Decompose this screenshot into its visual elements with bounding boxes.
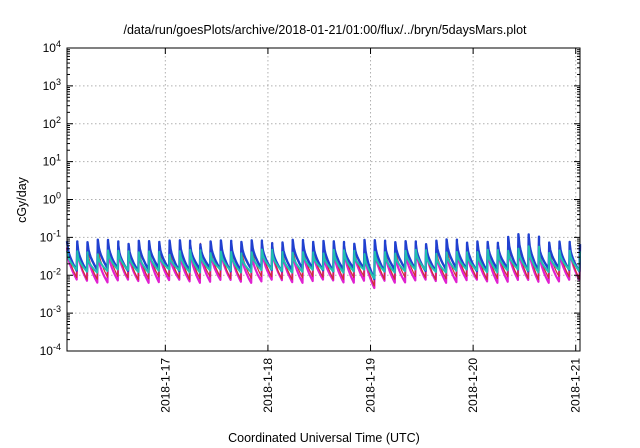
y-axis-label: cGy/day	[15, 176, 29, 223]
x-tick-label: 2018-1-21	[569, 358, 583, 413]
y-tick-label: 10-2	[40, 266, 61, 282]
x-tick-label: 2018-1-18	[261, 358, 275, 413]
series-line	[65, 233, 582, 281]
y-tick-label: 104	[43, 39, 61, 55]
y-tick-label: 103	[43, 77, 61, 93]
grid	[67, 48, 580, 351]
x-tick-label: 2018-1-19	[364, 358, 378, 413]
y-tick-label: 10-3	[40, 304, 61, 320]
y-tick-label: 100	[43, 191, 61, 207]
series-group	[65, 233, 582, 290]
axis-ticks: 10-4 10-3 10-2 10-1 100 101 102 103 104 2018-1-17…	[40, 39, 583, 413]
chart-title: /data/run/goesPlots/archive/2018-01-21/0…	[123, 23, 527, 37]
x-tick-label: 2018-1-20	[466, 358, 480, 413]
y-tick-label: 10-4	[40, 342, 61, 358]
y-tick-label: 101	[43, 153, 61, 169]
y-tick-label: 102	[43, 115, 61, 131]
y-tick-label: 10-1	[40, 228, 61, 244]
x-tick-label: 2018-1-17	[158, 358, 172, 413]
x-axis-label: Coordinated Universal Time (UTC)	[228, 431, 420, 445]
series-line	[66, 245, 581, 280]
